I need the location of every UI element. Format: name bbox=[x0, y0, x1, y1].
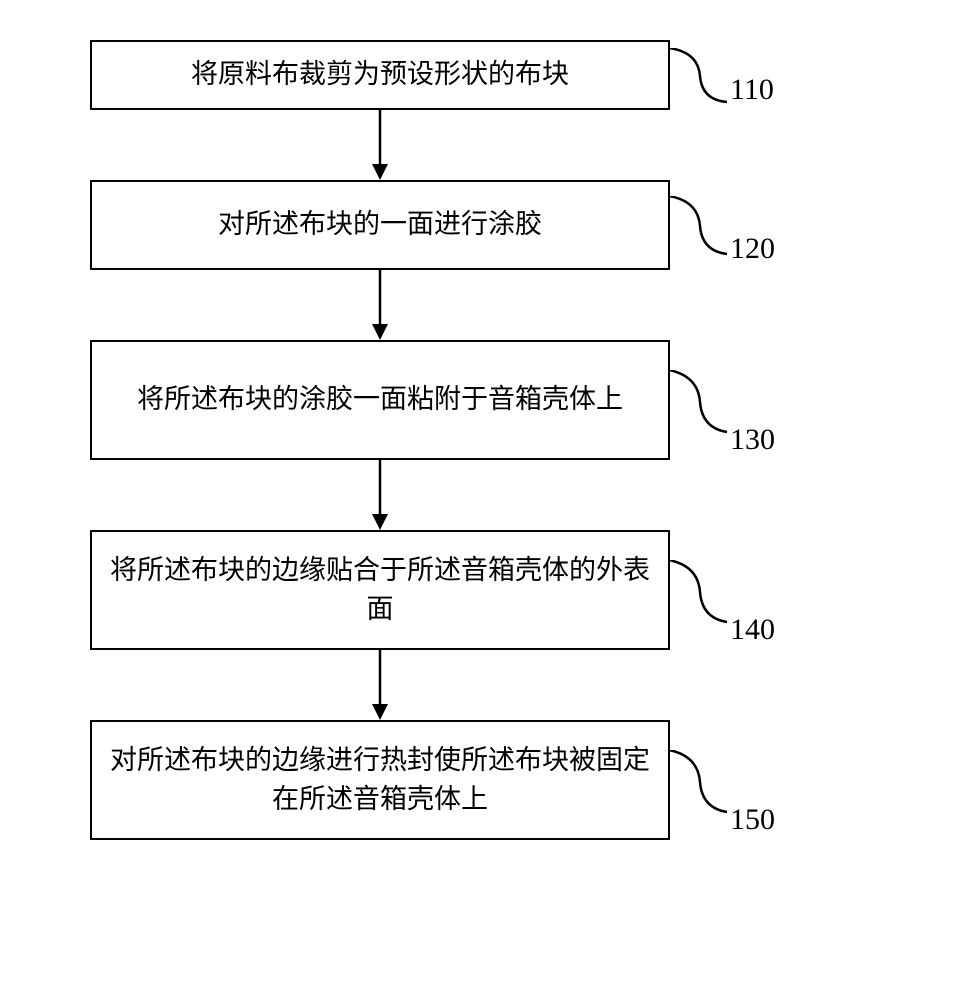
step-row-120: 对所述布块的一面进行涂胶 120 bbox=[90, 180, 870, 270]
step-box-130: 将所述布块的涂胶一面粘附于音箱壳体上 bbox=[90, 340, 670, 460]
step-text: 将所述布块的涂胶一面粘附于音箱壳体上 bbox=[137, 380, 623, 419]
connector-110-120 bbox=[90, 110, 670, 180]
connector-120-130 bbox=[90, 270, 670, 340]
step-text: 对所述布块的边缘进行热封使所述布块被固定在所述音箱壳体上 bbox=[110, 741, 650, 819]
step-box-120: 对所述布块的一面进行涂胶 bbox=[90, 180, 670, 270]
brace-140 bbox=[668, 560, 728, 628]
step-box-110: 将原料布裁剪为预设形状的布块 bbox=[90, 40, 670, 110]
step-text: 对所述布块的一面进行涂胶 bbox=[218, 205, 542, 244]
step-box-140: 将所述布块的边缘贴合于所述音箱壳体的外表面 bbox=[90, 530, 670, 650]
connector-140-150 bbox=[90, 650, 670, 720]
step-text: 将原料布裁剪为预设形状的布块 bbox=[191, 55, 569, 94]
step-row-130: 将所述布块的涂胶一面粘附于音箱壳体上 130 bbox=[90, 340, 870, 460]
step-text: 将所述布块的边缘贴合于所述音箱壳体的外表面 bbox=[110, 551, 650, 629]
step-label-140: 140 bbox=[730, 613, 775, 647]
brace-110 bbox=[668, 48, 728, 108]
step-row-140: 将所述布块的边缘贴合于所述音箱壳体的外表面 140 bbox=[90, 530, 870, 650]
step-label-150: 150 bbox=[730, 803, 775, 837]
brace-130 bbox=[668, 370, 728, 438]
step-box-150: 对所述布块的边缘进行热封使所述布块被固定在所述音箱壳体上 bbox=[90, 720, 670, 840]
brace-120 bbox=[668, 196, 728, 260]
brace-150 bbox=[668, 750, 728, 818]
step-row-150: 对所述布块的边缘进行热封使所述布块被固定在所述音箱壳体上 150 bbox=[90, 720, 870, 840]
flowchart-root: 将原料布裁剪为预设形状的布块 110 对所述布块的一面进行涂胶 120 将所述布… bbox=[90, 40, 870, 840]
step-label-130: 130 bbox=[730, 423, 775, 457]
connector-130-140 bbox=[90, 460, 670, 530]
step-label-120: 120 bbox=[730, 232, 775, 266]
step-row-110: 将原料布裁剪为预设形状的布块 110 bbox=[90, 40, 870, 110]
step-label-110: 110 bbox=[730, 73, 774, 107]
